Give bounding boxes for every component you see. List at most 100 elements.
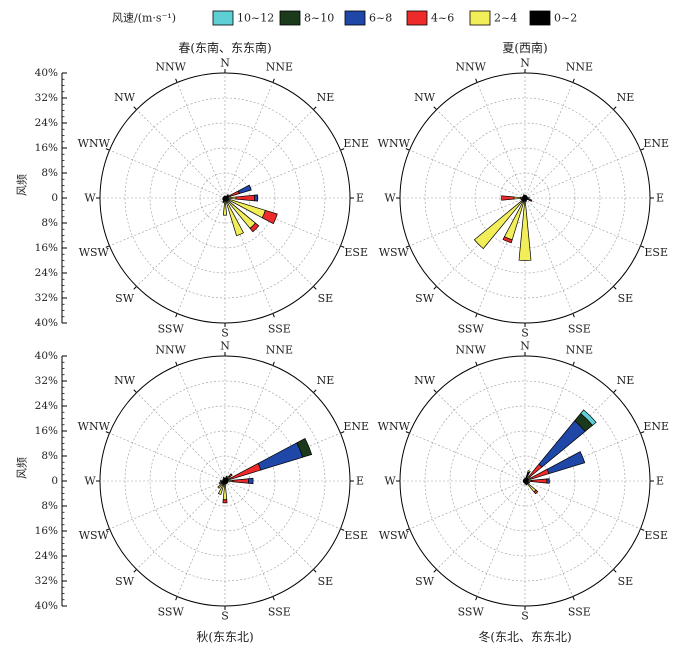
petal-W-bin1: [513, 196, 521, 200]
petal-E-bin3: [254, 194, 259, 202]
petal-NE-bin2: [228, 473, 233, 478]
petal-WNW-bin1: [521, 196, 525, 198]
spoke-tick-NNE: [272, 78, 275, 83]
petal-SW-bin1: [473, 199, 524, 250]
spoke-NW: [436, 109, 526, 199]
spoke-tick-ENE: [640, 431, 645, 434]
petal-SSE-bin1: [525, 481, 528, 486]
spoke-SSW: [176, 480, 226, 597]
spoke-SW: [136, 480, 226, 570]
direction-label-ENE: ENE: [343, 420, 369, 433]
axis-tick-label: 32%: [35, 92, 58, 104]
petal-ENE-bin4: [296, 437, 313, 458]
petal-WSW-bin1: [218, 481, 225, 485]
spoke-WNW: [109, 432, 226, 482]
axis-tick-label: 40%: [35, 317, 58, 329]
petal-N-bin1: [224, 477, 226, 480]
direction-label-WNW: WNW: [378, 137, 411, 150]
axis-tick-label: 0: [51, 192, 58, 204]
direction-label-W: W: [84, 475, 96, 488]
spoke-tick-ENE: [340, 431, 345, 434]
axis-tick-label: 24%: [35, 550, 58, 562]
axis-tick-label: 32%: [35, 292, 58, 304]
petal-SSE-bin1: [225, 481, 227, 485]
spoke-tick-ESE: [340, 245, 345, 248]
petal-NNW-bin1: [223, 195, 226, 198]
spoke-tick-SSW: [475, 596, 478, 601]
direction-label-N: N: [520, 57, 530, 70]
spoke-SSW: [176, 197, 226, 314]
direction-label-NNE: NNE: [266, 343, 293, 356]
spoke-tick-SSE: [572, 313, 575, 318]
spoke-NE: [224, 109, 314, 199]
legend-label-2~4: 2~4: [494, 12, 517, 25]
spoke-tick-SW: [133, 569, 137, 573]
direction-label-SE: SE: [318, 575, 334, 588]
axis-tick-label: 16%: [35, 425, 58, 437]
panel-2: 秋(东东北) N NNE NE ENE E ESE SE SSE S SSW SW WSW W WNW NW N…: [15, 340, 370, 645]
petal-SE-bin2: [533, 489, 539, 495]
spoke-tick-WSW: [105, 245, 110, 248]
spoke-WSW: [109, 197, 226, 247]
spoke-tick-NW: [433, 389, 437, 393]
grid-circle: [149, 405, 301, 557]
spoke-SSE: [224, 480, 274, 597]
direction-label-NW: NW: [414, 91, 436, 104]
petal-NNE-bin1: [527, 470, 531, 474]
direction-label-SSW: SSW: [158, 323, 185, 336]
axis-tick-label: 8%: [41, 167, 58, 179]
axis-tick-label: 24%: [35, 117, 58, 129]
petal-SSW-bin2: [502, 236, 513, 244]
direction-label-E: E: [656, 475, 664, 488]
direction-label-NW: NW: [114, 91, 136, 104]
direction-label-NW: NW: [414, 374, 436, 387]
axis-tick-label: 0: [51, 475, 58, 487]
direction-label-NNE: NNE: [566, 343, 593, 356]
axis-tick-label: 40%: [35, 67, 58, 79]
direction-label-NNE: NNE: [266, 60, 293, 73]
y-axis-label: 风频: [15, 457, 29, 479]
direction-label-SW: SW: [415, 575, 435, 588]
direction-label-WSW: WSW: [79, 529, 110, 542]
spoke-tick-SE: [313, 286, 317, 290]
direction-label-WSW: WSW: [379, 246, 410, 259]
spoke-NNW: [176, 365, 226, 482]
petal-ESE-bin2: [261, 209, 278, 225]
spoke-NNE: [524, 82, 574, 199]
petal-SSE-bin1: [525, 198, 528, 202]
spoke-tick-NW: [433, 106, 437, 110]
direction-label-ESE: ESE: [344, 529, 368, 542]
spoke-tick-SSE: [272, 596, 275, 601]
petal-ESE-bin2: [529, 199, 533, 202]
spoke-WSW: [109, 480, 226, 530]
petal-E-bin3: [247, 477, 254, 485]
grid-circle: [149, 122, 301, 274]
petal-SSW-bin1: [217, 481, 225, 495]
petal-W-bin1: [219, 480, 224, 482]
direction-label-NNE: NNE: [566, 60, 593, 73]
spoke-SE: [524, 480, 614, 570]
spoke-tick-SSW: [175, 596, 178, 601]
direction-label-ESE: ESE: [644, 246, 668, 259]
axis-tick-label: 16%: [35, 525, 58, 537]
petal-S-bin1: [524, 482, 526, 485]
spoke-SSW: [476, 480, 526, 597]
direction-label-SSE: SSE: [568, 323, 591, 336]
petal-SE-bin1: [225, 481, 228, 484]
panel-title: 秋(东东北): [196, 630, 253, 644]
petal-SE-bin1: [525, 198, 528, 201]
spoke-tick-WNW: [105, 148, 110, 151]
spoke-tick-SE: [613, 286, 617, 290]
spoke-NNE: [224, 82, 274, 199]
direction-label-ESE: ESE: [644, 529, 668, 542]
spoke-ENE: [524, 149, 641, 199]
petal-ESE-bin1: [225, 481, 229, 483]
petal-S-bin1: [518, 199, 532, 261]
radial-axis: 40% 32% 24% 16% 8% 0 8% 16% 24% 32% 40% 风频: [15, 67, 67, 329]
direction-label-WSW: WSW: [79, 246, 110, 259]
direction-label-E: E: [356, 192, 364, 205]
direction-label-WNW: WNW: [78, 137, 111, 150]
spoke-ESE: [524, 197, 641, 247]
spoke-tick-NW: [133, 389, 137, 393]
